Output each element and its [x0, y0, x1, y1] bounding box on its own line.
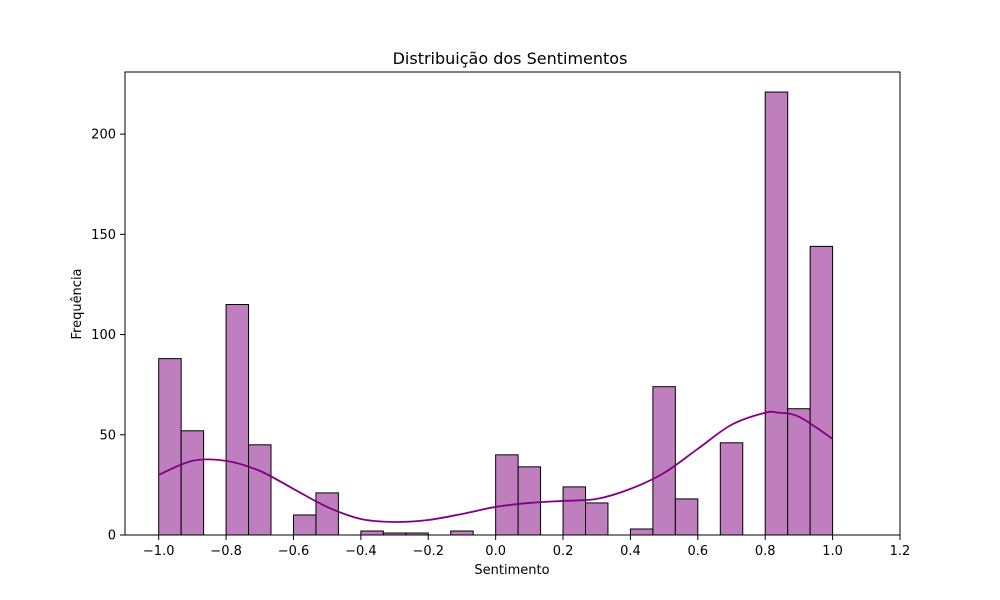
y-tick-label: 150 [91, 228, 116, 243]
histogram-bar [674, 498, 699, 536]
x-tick-label: 0.8 [755, 544, 776, 559]
histogram-bar [360, 530, 384, 536]
y-tick-label: 200 [91, 128, 116, 143]
x-tick-label: −0.6 [278, 544, 310, 559]
x-tick-label: 1.0 [822, 544, 843, 559]
x-tick-label: −0.4 [345, 544, 377, 559]
chart-title: Distribuição dos Sentimentos [393, 49, 628, 68]
histogram-bar [450, 530, 474, 536]
histogram-bar [652, 386, 676, 536]
y-axis-ticks: 0 50 100 150 200 [91, 128, 125, 544]
kde-curve-group [158, 410, 834, 523]
x-tick-label: 0.4 [620, 544, 641, 559]
y-tick-label: 100 [91, 328, 116, 343]
histogram-bar [292, 514, 317, 536]
x-tick-label: 0.2 [553, 544, 574, 559]
histogram-bar [180, 430, 205, 536]
histogram-bar [719, 442, 744, 536]
histogram-bar [517, 466, 542, 536]
x-tick-label: −0.2 [412, 544, 444, 559]
x-axis-label: Sentimento [474, 563, 549, 578]
x-axis-ticks: −1.0 −0.8 −0.6 −0.4 −0.2 0.0 0.2 0.4 0.6 0.8 1.0 1.… [143, 535, 910, 559]
histogram-bar [562, 486, 587, 536]
histogram-bars [158, 91, 834, 536]
histogram-bar [315, 492, 339, 536]
histogram-bar [787, 408, 811, 536]
x-tick-label: −0.8 [210, 544, 242, 559]
x-tick-label: 1.2 [890, 544, 911, 559]
x-tick-label: 0.0 [485, 544, 506, 559]
plot-frame [124, 71, 901, 536]
histogram-bar [495, 454, 519, 536]
y-tick-label: 50 [99, 428, 116, 443]
x-tick-label: 0.6 [687, 544, 708, 559]
histogram-bar [764, 91, 789, 536]
y-axis-label: Frequência [70, 268, 85, 339]
x-tick-label: −1.0 [143, 544, 175, 559]
kde-curve [158, 410, 834, 523]
histogram-bar [158, 358, 182, 536]
histogram-bar [809, 245, 834, 536]
histogram-bar [225, 304, 250, 536]
y-tick-label: 0 [108, 529, 116, 544]
histogram-bar [629, 528, 654, 536]
histogram-bar [585, 502, 609, 536]
histogram-bar [248, 444, 272, 536]
